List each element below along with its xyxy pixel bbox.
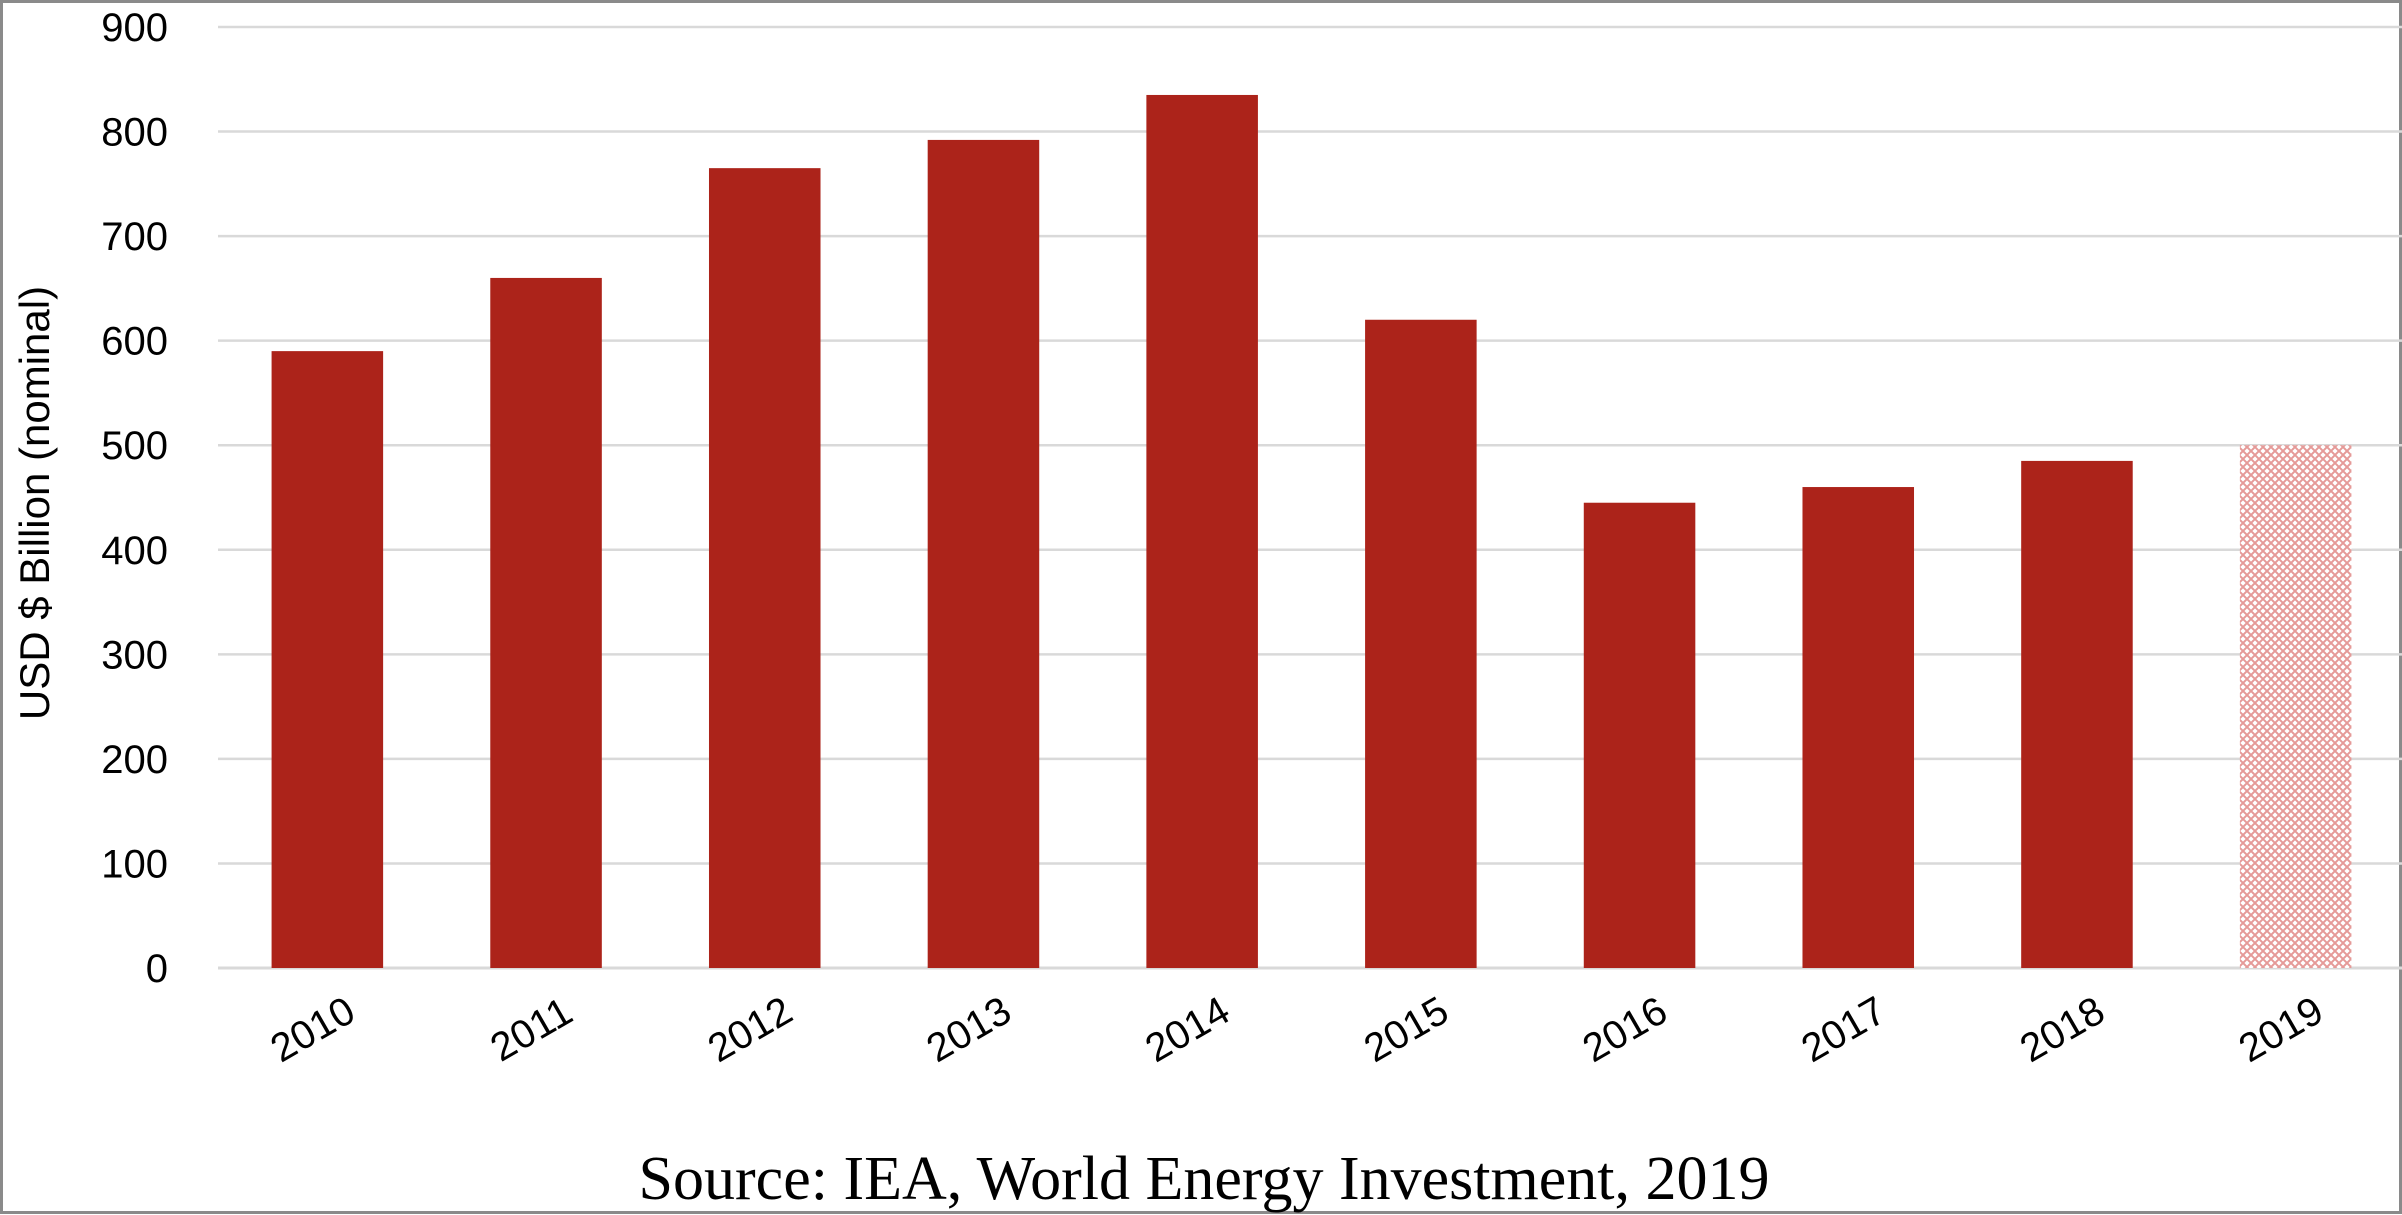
y-tick-label: 500 [101,424,168,468]
y-tick-label: 800 [101,111,168,155]
x-tick-labels: 2010 2011 2012 2013 2014 2015 2016 2017 2018 2019 [263,988,2330,1071]
x-tick-label: 2013 [919,988,1018,1071]
y-tick-label: 200 [101,738,168,782]
y-tick-labels: 0 100 200 300 400 500 600 700 800 900 [101,6,168,991]
y-tick-label: 600 [101,320,168,364]
bar-2018 [2021,460,2133,968]
source-note: Source: IEA, World Energy Investment, 20… [638,1145,1770,1213]
x-tick-label: 2015 [1357,988,1456,1071]
y-tick-label: 0 [146,947,168,991]
bar-2015 [1365,319,1477,968]
x-tick-label: 2019 [2232,988,2331,1071]
bar-2014 [1146,94,1258,968]
x-tick-label: 2017 [1794,988,1893,1071]
x-tick-label: 2010 [263,988,362,1071]
bars [271,94,2352,969]
bar-2011 [490,277,602,968]
y-tick-label: 100 [101,842,168,886]
x-tick-label: 2016 [1576,988,1675,1071]
y-tick-label: 700 [101,215,168,259]
y-tick-label: 900 [101,6,168,50]
y-axis-title: USD $ Billion (nominal) [11,286,58,720]
x-tick-label: 2011 [483,989,579,1070]
y-tick-label: 300 [101,633,168,677]
bar-2017 [1802,487,1915,968]
x-tick-label: 2018 [2013,988,2112,1071]
bar-2016 [1583,502,1696,968]
x-tick-label: 2012 [701,988,800,1071]
bar-2019 [2239,445,2352,968]
bar-2010 [271,351,384,969]
bar-2013 [927,139,1040,969]
x-tick-label: 2014 [1138,988,1237,1071]
y-tick-label: 400 [101,529,168,573]
bar-2012 [708,168,821,968]
